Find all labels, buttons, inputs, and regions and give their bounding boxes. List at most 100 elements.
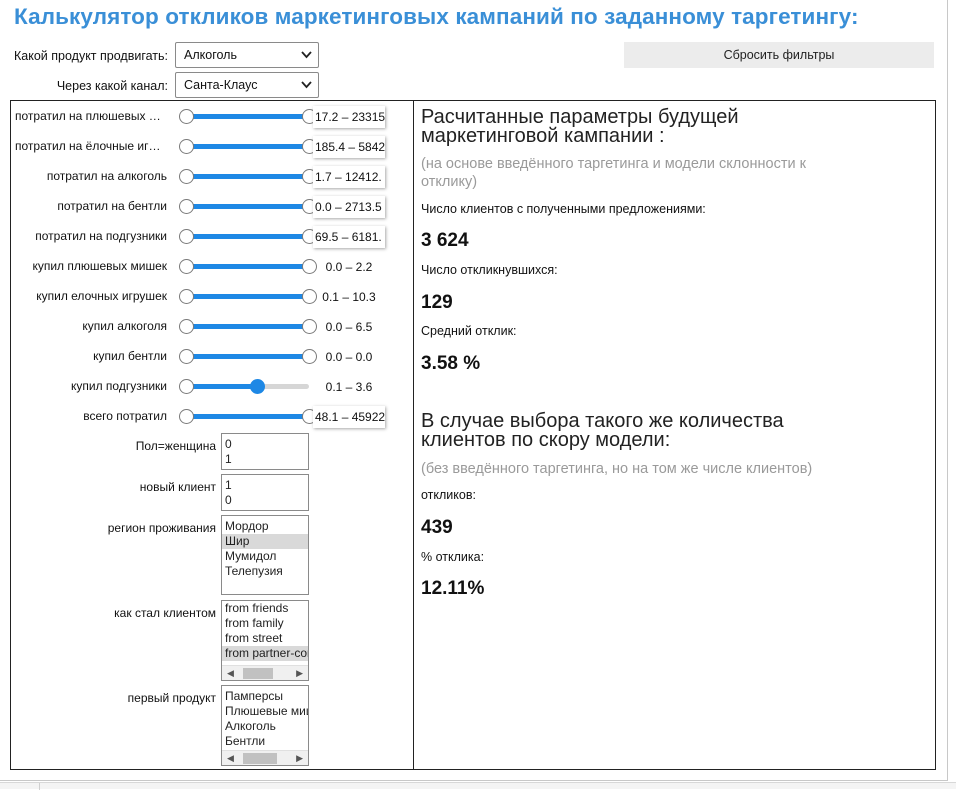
slider-range-value: 0.0 – 2.2 — [325, 260, 373, 274]
list-option[interactable]: from street — [225, 631, 283, 645]
list-option[interactable]: 1 — [225, 452, 232, 466]
range-slider-row: потратил на подгузники 69.5 – 6181. — [11, 221, 415, 251]
results-panel: Расчитанные параметры будущей маркетинго… — [413, 100, 936, 770]
range-slider-row: купил бентли 0.0 – 0.0 — [11, 341, 415, 371]
range-slider-row: купил плюшевых мишек 0.0 – 2.2 — [11, 251, 415, 281]
gender-listbox[interactable]: 0 1 — [221, 433, 309, 470]
slider-label: потратил на алкоголь — [46, 169, 167, 183]
slider-min-handle[interactable] — [178, 259, 194, 274]
list-option[interactable]: Мордор — [225, 519, 269, 533]
slider-selected-range — [186, 354, 309, 359]
slider-min-handle[interactable] — [178, 229, 194, 244]
list-option[interactable]: from friends — [225, 601, 289, 615]
acquisition-label: как стал клиентом — [114, 606, 216, 620]
range-slider-row: купил елочных игрушек 0.1 – 10.3 — [11, 281, 415, 311]
list-option[interactable]: Бентли — [225, 734, 266, 748]
bottom-tab-strip — [0, 782, 956, 790]
tab-strip-segment — [0, 783, 40, 790]
slider-max-handle[interactable] — [301, 319, 317, 334]
slider-range-value: 0.0 – 2713.5 — [313, 196, 385, 218]
slider-min-handle[interactable] — [178, 409, 194, 424]
slider-label: потратил на ёлочные игрушки — [15, 139, 167, 153]
acquisition-listbox[interactable]: from friends from family from street fro… — [221, 600, 309, 681]
range-slider-row: всего потратил 48.1 – 45922 — [11, 401, 415, 431]
slider-range-value: 1.7 – 12412. — [313, 166, 385, 188]
slider-min-handle[interactable] — [178, 199, 194, 214]
list-option[interactable]: Телепузия — [225, 564, 283, 578]
scroll-right-icon[interactable]: ▶ — [296, 753, 303, 763]
slider-min-handle[interactable] — [178, 169, 194, 184]
list-option[interactable]: from family — [225, 616, 284, 630]
scroll-thumb[interactable] — [243, 753, 277, 764]
slider-selected-range — [186, 414, 309, 419]
slider-label: купил елочных игрушек — [36, 289, 167, 303]
slider-max-handle[interactable] — [249, 379, 265, 394]
range-slider-row: купил подгузники 0.1 – 3.6 — [11, 371, 415, 401]
scroll-right-icon[interactable]: ▶ — [296, 668, 303, 678]
page-title: Калькулятор откликов маркетинговых кампа… — [14, 4, 859, 29]
slider-range-value: 69.5 – 6181. — [313, 226, 385, 248]
horizontal-scrollbar[interactable]: ◀ ▶ — [222, 750, 308, 765]
slider-min-handle[interactable] — [178, 289, 194, 304]
range-slider-row: потратил на алкоголь 1.7 – 12412. — [11, 161, 415, 191]
slider-label: всего потратил — [83, 409, 167, 423]
slider-min-handle[interactable] — [178, 139, 194, 154]
slider-min-handle[interactable] — [178, 349, 194, 364]
slider-range-value: 48.1 – 45922 — [313, 406, 385, 428]
list-option[interactable]: 0 — [225, 493, 232, 507]
slider-label: купил алкоголя — [82, 319, 167, 333]
slider-max-handle[interactable] — [301, 259, 317, 274]
scroll-left-icon[interactable]: ◀ — [227, 668, 234, 678]
scroll-left-icon[interactable]: ◀ — [227, 753, 234, 763]
clients-value: 3 624 — [421, 230, 469, 251]
range-slider-row: купил алкоголя 0.0 – 6.5 — [11, 311, 415, 341]
slider-selected-range — [186, 264, 309, 269]
scroll-thumb[interactable] — [243, 668, 273, 679]
avg-response-value: 3.58 % — [421, 353, 481, 374]
slider-min-handle[interactable] — [178, 319, 194, 334]
horizontal-scrollbar[interactable]: ◀ ▶ — [222, 665, 308, 680]
responders-value: 129 — [421, 292, 453, 313]
slider-selected-range — [186, 204, 309, 209]
model-heading-line: В случае выбора такого же количества — [421, 410, 784, 432]
range-slider-row: потратил на ёлочные игрушки 185.4 – 5842 — [11, 131, 415, 161]
list-option-selected[interactable]: Шир — [222, 534, 308, 549]
list-option[interactable]: Алкоголь — [225, 719, 276, 733]
list-option[interactable]: Мумидол — [225, 549, 277, 563]
slider-max-handle[interactable] — [301, 289, 317, 304]
channel-select[interactable]: Санта-Клаус — [175, 72, 319, 98]
product-select[interactable]: Алкоголь — [175, 42, 319, 68]
list-option[interactable]: Памперсы — [225, 689, 284, 703]
model-heading-line: клиентов по скору модели: — [421, 429, 671, 451]
results-heading-line: Расчитанные параметры будущей — [421, 106, 739, 128]
list-option[interactable]: 1 — [225, 478, 232, 492]
slider-selected-range — [186, 144, 309, 149]
reset-filters-button[interactable]: Сбросить фильтры — [624, 42, 934, 68]
slider-min-handle[interactable] — [178, 379, 194, 394]
slider-selected-range — [186, 294, 309, 299]
list-option[interactable]: 0 — [225, 437, 232, 451]
slider-selected-range — [186, 174, 309, 179]
region-listbox[interactable]: Мордор Шир Мумидол Телепузия — [221, 515, 309, 595]
first-product-listbox[interactable]: Памперсы Плюшевые мишки Алкоголь Бентли … — [221, 685, 309, 766]
slider-label: потратил на подгузники — [35, 229, 167, 243]
channel-label: Через какой канал: — [56, 79, 168, 93]
slider-range-value: 0.0 – 6.5 — [325, 320, 373, 334]
slider-max-handle[interactable] — [301, 349, 317, 364]
product-select-value: Алкоголь — [184, 48, 237, 62]
slider-range-value: 17.2 – 23315 — [313, 106, 385, 128]
slider-label: потратил на плюшевых мишек — [15, 109, 167, 123]
slider-range-value: 0.0 – 0.0 — [325, 350, 373, 364]
list-option[interactable]: Плюшевые мишки — [225, 704, 308, 718]
list-option-selected[interactable]: from partner-company — [222, 646, 308, 661]
filter-panel: потратил на плюшевых мишек 17.2 – 23315 по… — [10, 100, 414, 770]
results-note: (на основе введённого таргетинга и модел… — [421, 156, 806, 172]
slider-min-handle[interactable] — [178, 109, 194, 124]
slider-label: потратил на бентли — [57, 199, 167, 213]
results-heading-line: маркетинговой кампании : — [421, 125, 665, 147]
chevron-down-icon — [301, 43, 312, 76]
new-client-listbox[interactable]: 1 0 — [221, 474, 309, 511]
first-product-label: первый продукт — [127, 691, 216, 705]
slider-selected-range — [186, 114, 309, 119]
